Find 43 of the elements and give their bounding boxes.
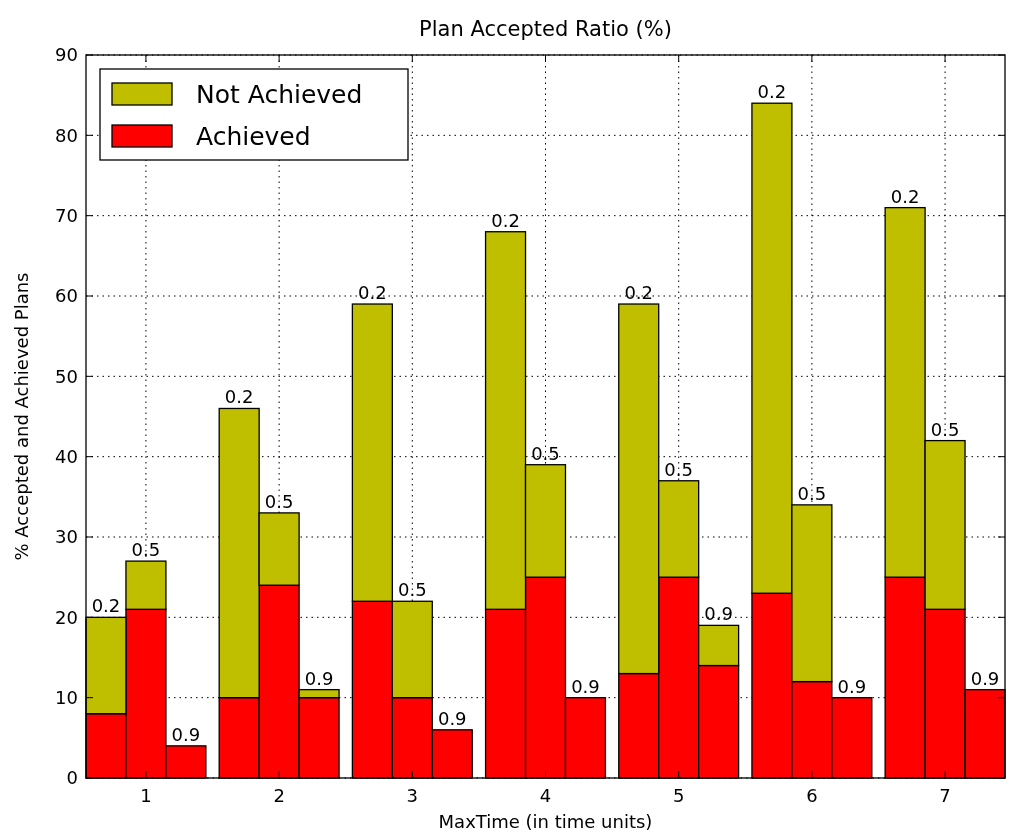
annotation: 0.5 [664, 458, 694, 480]
y-tick-label: 90 [55, 44, 78, 66]
x-tick-label: 7 [939, 785, 951, 806]
y-tick-label: 50 [55, 365, 78, 387]
y-tick-label: 10 [55, 686, 78, 708]
x-tick-label: 4 [539, 785, 552, 806]
annotation: 0.2 [358, 282, 387, 304]
annotation: 0.5 [930, 418, 960, 440]
y-tick-label: 70 [55, 204, 78, 226]
y-tick-label: 20 [55, 606, 78, 628]
annotation: 0.5 [264, 490, 294, 512]
annotation: 0.9 [837, 675, 867, 697]
y-tick-label: 0 [66, 767, 78, 789]
y-tick-label: 40 [55, 445, 78, 467]
chart-title: Plan Accepted Ratio (%) [419, 17, 672, 41]
x-tick-label: 3 [406, 785, 419, 806]
annotation: 0.9 [704, 603, 733, 625]
annotation: 0.5 [397, 579, 427, 601]
annotation: 0.2 [890, 185, 920, 207]
annotation: 0.2 [91, 595, 121, 617]
x-axis-title: MaxTime (in time units) [438, 811, 653, 832]
x-tick-label: 2 [273, 785, 285, 806]
annotation: 0.9 [171, 723, 201, 745]
annotation: 0.5 [531, 442, 560, 464]
annotation: 0.9 [304, 667, 334, 689]
annotation: 0.2 [491, 209, 520, 231]
legend-label: Not Achieved [196, 79, 363, 109]
annotation: 0.9 [571, 675, 600, 697]
x-tick-label: 6 [806, 785, 818, 806]
y-tick-label: 30 [55, 526, 78, 548]
x-tick-label: 5 [672, 785, 685, 806]
y-axis-title: % Accepted and Achieved Plans [11, 272, 32, 561]
y-tick-label: 80 [55, 124, 78, 146]
annotation: 0.2 [624, 282, 654, 304]
annotation: 0.5 [797, 482, 827, 504]
annotation: 0.9 [970, 667, 1000, 689]
annotation: 0.9 [437, 707, 467, 729]
annotation: 0.2 [757, 81, 787, 103]
annotation: 0.5 [131, 539, 161, 561]
x-tick-label: 1 [140, 785, 152, 806]
legend-label: Achieved [196, 121, 311, 151]
annotation: 0.2 [224, 386, 254, 408]
y-tick-label: 60 [55, 285, 78, 307]
